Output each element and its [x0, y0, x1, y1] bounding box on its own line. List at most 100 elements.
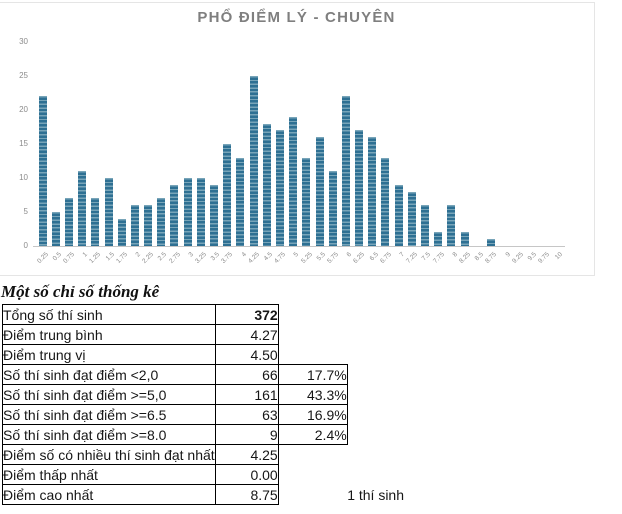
y-axis-tick-label: 25 [19, 71, 28, 80]
bar-slot [194, 42, 207, 246]
histogram-bar [355, 130, 364, 246]
histogram-bar [223, 144, 232, 246]
bar-slot [76, 42, 89, 246]
bar-slot [49, 42, 62, 246]
row-percent [278, 485, 347, 505]
table-row: Điểm thấp nhất 0.00 [2, 464, 448, 485]
row-percent [278, 325, 347, 345]
row-label: Số thí sinh đạt điểm >=8.0 [2, 424, 216, 445]
row-note: 1 thí sinh [347, 486, 405, 503]
bar-slot [115, 42, 128, 246]
histogram-bar [249, 76, 258, 246]
histogram-bar [170, 184, 179, 246]
bar-slot [405, 42, 418, 246]
histogram-bar [64, 198, 73, 246]
table-row: Điểm trung vị 4.50 [2, 344, 448, 365]
row-label: Điểm thấp nhất [2, 464, 216, 485]
bar-slot [537, 42, 550, 246]
bar-slot [36, 42, 49, 246]
histogram-bar [460, 232, 469, 246]
bar-slot [339, 42, 352, 246]
table-row: Điểm trung bình 4.27 [2, 324, 448, 345]
row-note [347, 465, 447, 485]
bar-slot [392, 42, 405, 246]
row-value: 372 [214, 304, 279, 325]
stats-heading: Một số chỉ số thống kê [1, 282, 160, 301]
histogram-bar [407, 191, 416, 246]
row-percent [278, 305, 347, 325]
histogram-bar [447, 205, 456, 246]
row-note [347, 425, 447, 445]
histogram-bar [368, 137, 377, 246]
bar-slot [366, 42, 379, 246]
bar-slot [62, 42, 75, 246]
bar-slot [207, 42, 220, 246]
bar-slot [511, 42, 524, 246]
histogram-bar [262, 123, 271, 246]
row-label: Điểm cao nhất [2, 484, 216, 505]
row-value: 63 [214, 404, 279, 425]
y-axis-tick-label: 10 [19, 173, 28, 182]
histogram-bar [421, 205, 430, 246]
histogram-bar [302, 157, 311, 246]
row-percent: 43.3% [277, 384, 348, 405]
histogram-bar [91, 198, 100, 246]
row-note [347, 365, 447, 385]
bar-slot [128, 42, 141, 246]
histogram-bar [289, 116, 298, 246]
histogram-bar [51, 212, 60, 246]
row-value: 4.25 [214, 444, 279, 465]
row-label: Tổng số thí sinh [2, 304, 216, 325]
histogram-bar [78, 171, 87, 246]
bar-slot [484, 42, 497, 246]
bar-slot [445, 42, 458, 246]
bar-slot [273, 42, 286, 246]
row-percent [278, 445, 347, 465]
table-row: Số thí sinh đạt điểm >=8.0 9 2.4% [2, 424, 448, 445]
x-axis-line [33, 246, 565, 247]
row-value: 9 [214, 424, 279, 445]
histogram-bar [486, 239, 495, 246]
histogram-bar [144, 205, 153, 246]
histogram-chart: PHỔ ĐIỂM LÝ - CHUYÊN 0 5 10 15 20 25 30 0.25 0.… [0, 2, 595, 276]
row-value: 66 [214, 364, 279, 385]
row-note [347, 345, 447, 365]
y-axis-tick-label: 20 [19, 105, 28, 114]
row-note [347, 325, 447, 345]
bar-slot [379, 42, 392, 246]
bar-slot [458, 42, 471, 246]
row-value: 8.75 [214, 484, 279, 505]
bar-slot [247, 42, 260, 246]
bar-slot [155, 42, 168, 246]
row-value: 4.27 [214, 324, 279, 345]
bar-slot [326, 42, 339, 246]
row-label: Số thí sinh đạt điểm >=6.5 [2, 404, 216, 425]
histogram-bar [381, 157, 390, 246]
row-label: Số thí sinh đạt điểm >=5,0 [2, 384, 216, 405]
histogram-bar [315, 137, 324, 246]
bar-slot [102, 42, 115, 246]
row-percent: 17.7% [277, 364, 348, 385]
row-value: 4.50 [214, 344, 279, 365]
row-percent: 2.4% [277, 424, 348, 445]
table-row: Tổng số thí sinh 372 [2, 304, 448, 325]
table-row: Số thí sinh đạt điểm <2,0 66 17.7% [2, 364, 448, 385]
histogram-bar [394, 184, 403, 246]
chart-title: PHỔ ĐIỂM LÝ - CHUYÊN [197, 9, 396, 26]
bar-slot [287, 42, 300, 246]
table-row: Điểm cao nhất 8.75 1 thí sinh [2, 484, 448, 505]
bar-slot [471, 42, 484, 246]
stats-table: Tổng số thí sinh 372 Điểm trung bình 4.27 Đi… [2, 304, 448, 505]
bar-slot [168, 42, 181, 246]
row-note [347, 385, 447, 405]
bars-container [36, 42, 564, 246]
bar-slot [353, 42, 366, 246]
bar-slot [418, 42, 431, 246]
row-label: Điểm trung vị [2, 344, 216, 365]
bar-slot [550, 42, 563, 246]
bar-slot [234, 42, 247, 246]
table-row: Điểm số có nhiều thí sinh đạt nhất 4.25 [2, 444, 448, 465]
y-axis-tick-label: 5 [23, 207, 28, 216]
histogram-bar [104, 178, 113, 246]
